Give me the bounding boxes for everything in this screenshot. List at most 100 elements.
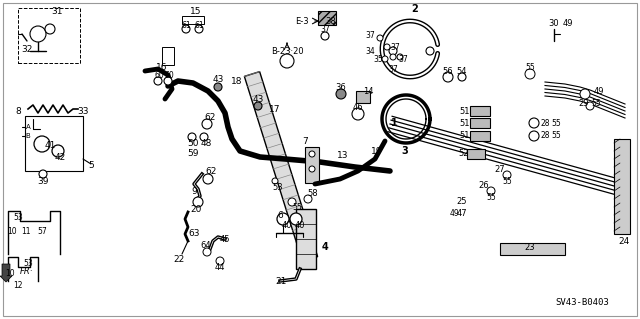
Bar: [470, 131, 490, 141]
Circle shape: [216, 257, 224, 265]
Text: 5: 5: [88, 161, 94, 170]
Bar: [467, 149, 485, 159]
Circle shape: [384, 44, 390, 50]
Text: 22: 22: [173, 255, 184, 263]
Text: 62: 62: [204, 114, 216, 122]
Polygon shape: [244, 71, 317, 261]
Text: 1: 1: [390, 118, 397, 128]
Text: FR·: FR·: [20, 266, 33, 276]
Text: 54: 54: [457, 66, 467, 76]
Text: 26: 26: [479, 181, 490, 189]
Circle shape: [309, 166, 315, 172]
Text: 51: 51: [460, 107, 470, 115]
Circle shape: [377, 35, 383, 41]
Text: 47: 47: [457, 209, 467, 218]
Circle shape: [304, 195, 312, 203]
Text: 10: 10: [7, 226, 17, 235]
Circle shape: [397, 54, 403, 60]
Circle shape: [182, 25, 190, 33]
Text: 37: 37: [365, 32, 375, 41]
Circle shape: [214, 83, 222, 91]
Text: 39: 39: [37, 176, 49, 186]
Text: 50: 50: [188, 139, 199, 149]
Circle shape: [254, 102, 262, 110]
Text: 58: 58: [308, 189, 318, 198]
Text: 4: 4: [322, 242, 328, 252]
Text: 27: 27: [495, 165, 506, 174]
Circle shape: [580, 89, 590, 99]
Circle shape: [288, 198, 296, 206]
Circle shape: [390, 54, 396, 60]
Bar: [614, 139, 630, 234]
Circle shape: [39, 170, 47, 178]
Text: 15: 15: [190, 6, 202, 16]
Circle shape: [309, 151, 315, 157]
Text: 49: 49: [450, 209, 460, 218]
Text: 16: 16: [156, 63, 168, 71]
Text: 20: 20: [190, 205, 202, 214]
Text: 34: 34: [365, 47, 375, 56]
Bar: [18, 8, 80, 63]
Bar: [470, 118, 490, 128]
Text: 32: 32: [21, 44, 33, 54]
Text: 55: 55: [486, 194, 496, 203]
Text: 46: 46: [353, 103, 364, 113]
Text: 44: 44: [215, 263, 225, 271]
Text: 37: 37: [388, 64, 398, 73]
Text: 28: 28: [540, 118, 550, 128]
Text: 49: 49: [594, 86, 604, 95]
Circle shape: [586, 102, 594, 110]
Circle shape: [272, 178, 278, 184]
Text: 60: 60: [164, 70, 174, 79]
Text: 48: 48: [200, 139, 212, 149]
Text: 19: 19: [371, 146, 383, 155]
Text: 7: 7: [302, 137, 308, 145]
Text: B: B: [26, 133, 30, 139]
Text: 64: 64: [201, 241, 211, 250]
Bar: [356, 91, 370, 103]
Text: 12: 12: [13, 281, 23, 291]
Bar: [25, 116, 83, 171]
Text: 3: 3: [402, 146, 408, 156]
Bar: [162, 47, 174, 65]
Text: B-23·20: B-23·20: [271, 47, 303, 56]
Circle shape: [525, 69, 535, 79]
Text: 43: 43: [212, 76, 224, 85]
FancyArrow shape: [0, 264, 12, 282]
Circle shape: [30, 26, 46, 42]
Text: 37: 37: [390, 43, 400, 53]
Circle shape: [200, 133, 208, 141]
Circle shape: [193, 197, 203, 207]
Circle shape: [352, 108, 364, 120]
Bar: [182, 16, 204, 24]
Circle shape: [52, 145, 64, 157]
Text: 59: 59: [188, 150, 199, 159]
Text: 29: 29: [579, 99, 589, 108]
Circle shape: [277, 213, 289, 225]
Text: 52: 52: [459, 149, 469, 158]
Text: E-3: E-3: [295, 17, 309, 26]
Circle shape: [382, 56, 388, 62]
Text: ·A: ·A: [175, 79, 182, 85]
Text: 31: 31: [51, 6, 63, 16]
Text: 45: 45: [220, 234, 230, 243]
Circle shape: [280, 54, 294, 68]
Text: 49: 49: [563, 19, 573, 28]
Circle shape: [458, 73, 466, 81]
Text: 18: 18: [231, 77, 243, 85]
Bar: [305, 147, 319, 183]
Text: 9: 9: [191, 187, 197, 196]
Text: 51: 51: [460, 118, 470, 128]
Circle shape: [336, 89, 346, 99]
Text: 41: 41: [44, 142, 56, 151]
Text: 42: 42: [54, 152, 66, 161]
Circle shape: [443, 72, 453, 82]
Text: 25: 25: [457, 197, 467, 205]
Text: SV43-B0403: SV43-B0403: [555, 298, 609, 307]
Text: 55: 55: [551, 131, 561, 140]
Text: A: A: [26, 124, 30, 130]
Circle shape: [202, 119, 212, 129]
Text: 36: 36: [335, 84, 346, 93]
Text: 55: 55: [292, 203, 302, 211]
Text: 17: 17: [269, 105, 281, 114]
